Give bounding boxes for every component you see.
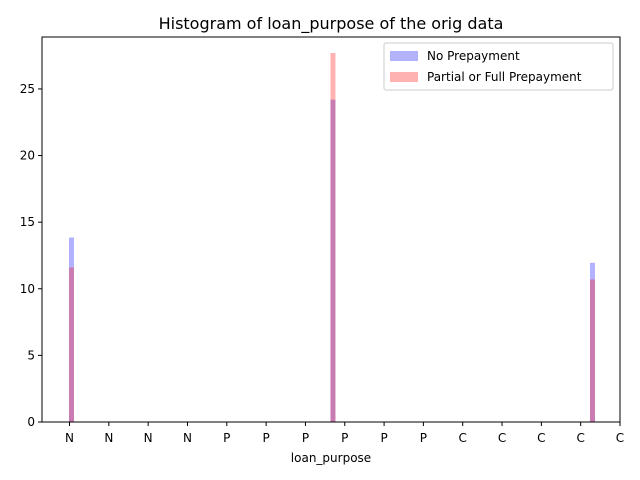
legend-label-1: Partial or Full Prepayment [427,70,582,84]
y-tick-label: 5 [27,348,35,362]
bar-series1-0 [68,267,74,422]
plot-frame [41,36,621,423]
y-tick-label: 25 [20,82,35,96]
y-tick-label: 0 [27,415,35,429]
bars-layer [68,52,595,423]
bar-series1-2 [589,279,595,422]
bar-series0-0 [68,237,74,422]
x-tick-label: C [616,431,624,445]
bar-series0-2 [589,262,595,422]
legend-swatch-0 [390,51,418,61]
legend-swatch-1 [390,72,418,82]
x-tick-label: P [380,431,387,445]
x-tick-label: P [420,431,427,445]
x-tick-label: C [498,431,506,445]
y-axis-ticks: 0 5 10 15 20 25 [20,82,42,429]
y-tick-label: 15 [20,215,35,229]
y-tick-label: 10 [20,282,35,296]
x-axis-label: loan_purpose [291,451,371,465]
legend-box [383,42,614,91]
x-tick-label: N [183,431,192,445]
chart-title: Histogram of loan_purpose of the orig da… [159,14,504,34]
x-tick-label: P [223,431,230,445]
x-tick-label: P [302,431,309,445]
x-tick-label: C [459,431,467,445]
x-tick-label: C [537,431,545,445]
bar-series0-1 [330,99,336,422]
x-tick-label: N [65,431,74,445]
bar-series1-1 [330,52,336,423]
x-tick-label: N [104,431,113,445]
y-tick-label: 20 [20,149,35,163]
x-tick-label: P [262,431,269,445]
x-tick-label: C [576,431,584,445]
x-tick-label: N [144,431,153,445]
legend-label-0: No Prepayment [427,49,520,63]
x-tick-label: P [341,431,348,445]
legend: No Prepayment Partial or Full Prepayment [383,42,614,91]
